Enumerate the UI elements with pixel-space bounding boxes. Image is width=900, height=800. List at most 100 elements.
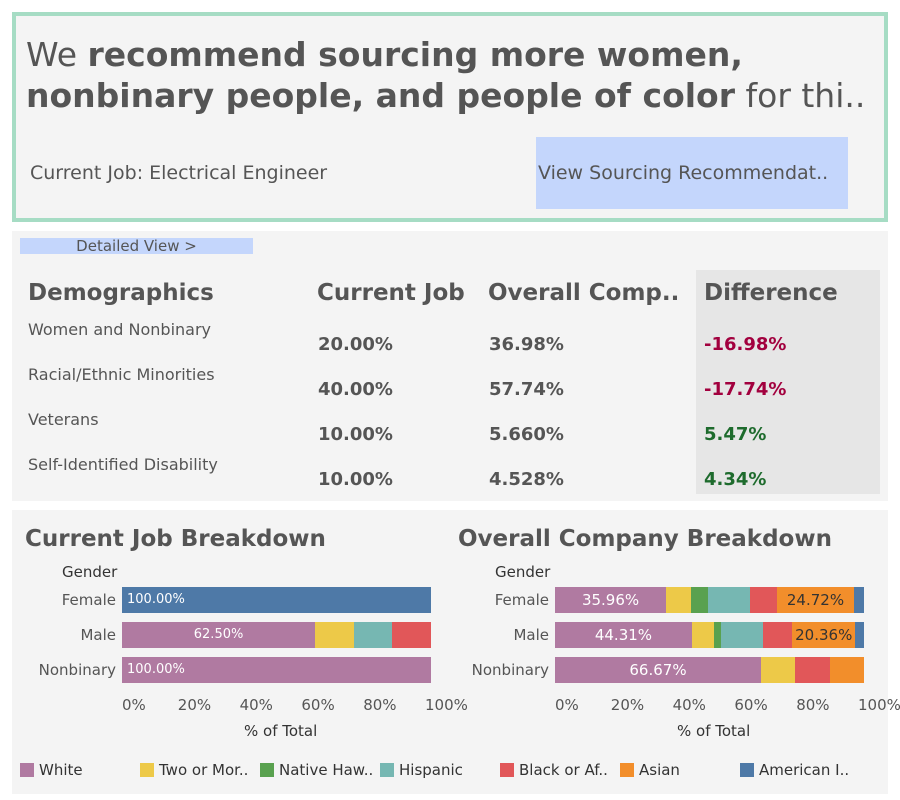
current-x-tick: 40% <box>239 696 273 714</box>
current-job-label: Current Job: Electrical Engineer <box>30 162 328 184</box>
overall-x-tick: 80% <box>796 696 830 714</box>
current-x-axis-title: % of Total <box>244 722 318 740</box>
legend-swatch <box>140 763 154 777</box>
overall-x-tick: 60% <box>734 696 768 714</box>
legend-swatch <box>620 763 634 777</box>
current-bar-nonbinary: 100.00% <box>122 657 431 683</box>
difference-column-background <box>696 270 880 494</box>
overall-nonbinary-segment-white[interactable]: 66.67% <box>555 657 761 683</box>
overall-male-segment-asian[interactable]: 20.36% <box>792 622 856 648</box>
header-demographics: Demographics <box>28 280 214 306</box>
legend-item[interactable]: Native Haw.. <box>260 761 373 779</box>
current-female-segment-american-i[interactable]: 100.00% <box>122 587 431 613</box>
current-x-tick: 20% <box>177 696 212 714</box>
overall-female-segment-two-or-mor[interactable] <box>666 587 691 613</box>
current-breakdown-title: Current Job Breakdown <box>25 526 326 552</box>
row-overall-minorities: 57.74% <box>489 379 564 400</box>
current-x-tick: 0% <box>122 696 146 714</box>
row-diff-women-nonbinary: -16.98% <box>704 334 787 355</box>
legend-label: Hispanic <box>399 761 463 779</box>
legend-label: Asian <box>639 761 680 779</box>
row-current-disability: 10.00% <box>318 469 393 490</box>
row-label-disability: Self-Identified Disability <box>28 455 218 474</box>
overall-nonbinary-segment-black-or-af[interactable] <box>795 657 830 683</box>
overall-female-segment-black-or-af[interactable] <box>749 587 778 613</box>
overall-female-segment-native-haw[interactable] <box>690 587 708 613</box>
overall-nonbinary-segment-two-or-mor[interactable] <box>761 657 796 683</box>
detailed-view-button[interactable]: Detailed View > <box>20 238 253 254</box>
overall-male-segment-american-i[interactable] <box>855 622 864 648</box>
overall-male-segment-native-haw[interactable] <box>713 622 722 648</box>
overall-male-segment-two-or-mor[interactable] <box>691 622 714 648</box>
current-gender-axis-label: Gender <box>62 563 118 581</box>
current-male-segment-two-or-mor[interactable] <box>315 622 354 648</box>
overall-x-tick: 0% <box>555 696 579 714</box>
overall-x-tick: 40% <box>672 696 706 714</box>
recommendation-suffix: for thi.. <box>735 76 866 115</box>
legend-swatch <box>740 763 754 777</box>
legend-swatch <box>380 763 394 777</box>
recommendation-headline: We recommend sourcing more women, nonbin… <box>26 34 876 116</box>
overall-category-female: Female <box>494 591 549 609</box>
overall-male-segment-white[interactable]: 44.31% <box>555 622 692 648</box>
overall-x-axis-title: % of Total <box>677 722 751 740</box>
current-male-segment-white[interactable]: 62.50% <box>122 622 316 648</box>
recommendation-bold: recommend sourcing more women, nonbinary… <box>26 35 743 115</box>
current-x-tick: 100% <box>425 696 468 714</box>
current-category-nonbinary: Nonbinary <box>38 661 116 679</box>
current-male-segment-hispanic[interactable] <box>353 622 393 648</box>
legend-swatch <box>500 763 514 777</box>
row-current-veterans: 10.00% <box>318 424 393 445</box>
header-overall-company: Overall Comp.. <box>488 280 680 306</box>
overall-female-segment-american-i[interactable] <box>853 587 864 613</box>
current-nonbinary-segment-white[interactable]: 100.00% <box>122 657 431 683</box>
overall-bar-female: 35.96% 24.72% <box>555 587 864 613</box>
row-label-minorities: Racial/Ethnic Minorities <box>28 365 215 384</box>
current-category-male: Male <box>80 626 116 644</box>
current-bar-female: 100.00% <box>122 587 431 613</box>
overall-male-segment-black-or-af[interactable] <box>762 622 793 648</box>
recommendation-card: We recommend sourcing more women, nonbin… <box>12 12 888 222</box>
row-current-minorities: 40.00% <box>318 379 393 400</box>
overall-female-segment-white[interactable]: 35.96% <box>555 587 667 613</box>
legend-label: Two or Mor.. <box>159 761 249 779</box>
header-current-job: Current Job <box>317 280 465 306</box>
current-bar-male: 62.50% <box>122 622 431 648</box>
current-x-tick: 80% <box>363 696 397 714</box>
row-diff-veterans: 5.47% <box>704 424 767 445</box>
demographics-panel: Detailed View > Demographics Current Job… <box>12 231 888 501</box>
current-category-female: Female <box>61 591 116 609</box>
overall-x-tick: 20% <box>610 696 645 714</box>
current-male-segment-black-or-af[interactable] <box>392 622 431 648</box>
row-label-veterans: Veterans <box>28 410 99 429</box>
row-diff-minorities: -17.74% <box>704 379 787 400</box>
overall-male-segment-hispanic[interactable] <box>721 622 763 648</box>
row-overall-disability: 4.528% <box>489 469 564 490</box>
overall-category-nonbinary: Nonbinary <box>471 661 549 679</box>
row-current-women-nonbinary: 20.00% <box>318 334 393 355</box>
legend-label: Native Haw.. <box>279 761 374 779</box>
row-overall-veterans: 5.660% <box>489 424 564 445</box>
view-sourcing-recommendations-button[interactable]: View Sourcing Recommendat.. <box>536 137 848 209</box>
row-overall-women-nonbinary: 36.98% <box>489 334 564 355</box>
legend-item[interactable]: Black or Af.. <box>500 761 608 779</box>
overall-female-segment-asian[interactable]: 24.72% <box>777 587 854 613</box>
legend-item[interactable]: American I.. <box>740 761 849 779</box>
legend-label: White <box>39 761 83 779</box>
overall-female-segment-hispanic[interactable] <box>707 587 750 613</box>
legend-item[interactable]: White <box>20 761 83 779</box>
overall-bar-male: 44.31% 20.36% <box>555 622 864 648</box>
overall-breakdown-title: Overall Company Breakdown <box>458 526 832 552</box>
header-difference: Difference <box>704 280 838 306</box>
legend-item[interactable]: Two or Mor.. <box>140 761 248 779</box>
breakdown-panel: Current Job Breakdown Gender Female 100.00%… <box>12 510 900 794</box>
legend-swatch <box>20 763 34 777</box>
recommendation-prefix: We <box>26 35 88 74</box>
legend-item[interactable]: Hispanic <box>380 761 463 779</box>
legend-label: American I.. <box>759 761 850 779</box>
overall-nonbinary-segment-asian[interactable] <box>829 657 864 683</box>
legend-item[interactable]: Asian <box>620 761 680 779</box>
legend-swatch <box>260 763 274 777</box>
overall-bar-nonbinary: 66.67% <box>555 657 864 683</box>
legend-label: Black or Af.. <box>519 761 608 779</box>
